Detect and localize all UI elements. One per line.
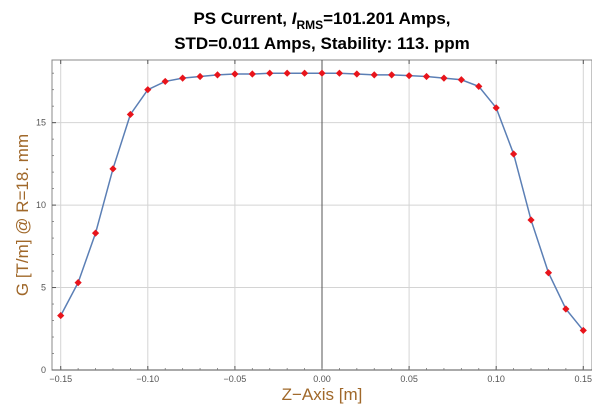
data-point [179, 75, 186, 82]
x-tick-label: 0.05 [400, 374, 418, 384]
data-point [423, 73, 430, 80]
data-point [458, 76, 465, 83]
data-point [109, 165, 116, 172]
data-point [57, 312, 64, 319]
x-tick-label: −0.15 [49, 374, 72, 384]
data-point [231, 70, 238, 77]
y-tick-label: 10 [36, 200, 46, 210]
y-tick-label: 0 [41, 365, 46, 375]
data-point [318, 70, 325, 77]
title-prefix: PS Current, [193, 9, 291, 28]
x-tick-label: −0.10 [136, 374, 159, 384]
data-point [510, 150, 517, 157]
y-axis-label: G [T/m] @ R=18. mm [13, 134, 32, 296]
title-subscript: RMS [296, 18, 323, 32]
x-tick-label: 0.00 [313, 374, 331, 384]
data-point [162, 78, 169, 85]
ticks: −0.15 −0.10 −0.05 0.00 0.05 0.10 0.15 0 5 10 15 [36, 60, 592, 384]
data-point [214, 71, 221, 78]
x-tick-label: 0.10 [487, 374, 505, 384]
data-point [196, 73, 203, 80]
title-suffix: =101.201 Amps, [323, 9, 450, 28]
data-point [266, 70, 273, 77]
data-point [92, 230, 99, 237]
y-tick-label: 15 [36, 118, 46, 128]
data-point [301, 70, 308, 77]
data-point [371, 71, 378, 78]
x-axis-label: Z−Axis [m] [282, 385, 363, 404]
data-point [388, 71, 395, 78]
data-point [545, 269, 552, 276]
axes [52, 60, 592, 370]
data-point [336, 70, 343, 77]
data-point [405, 72, 412, 79]
chart-title-line2: STD=0.011 Amps, Stability: 113. ppm [174, 34, 470, 53]
data-point [249, 70, 256, 77]
chart-title-line1: PS Current, IRMS=101.201 Amps, [193, 9, 450, 32]
data-point [440, 75, 447, 82]
data-point [527, 216, 534, 223]
data-point [284, 70, 291, 77]
y-tick-label: 5 [41, 283, 46, 293]
x-tick-label: 0.15 [575, 374, 592, 384]
x-tick-label: −0.05 [224, 374, 247, 384]
data-point [353, 70, 360, 77]
data-point [75, 279, 82, 286]
